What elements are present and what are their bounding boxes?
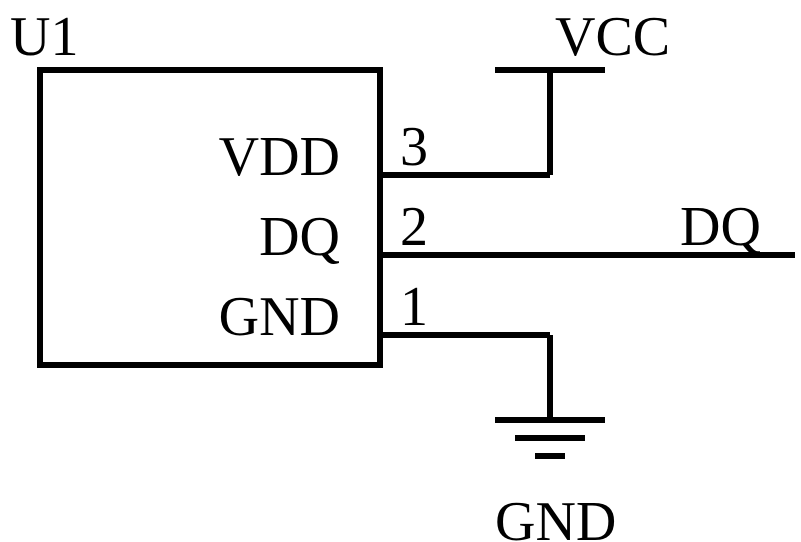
refdes-text: U1 <box>10 6 78 68</box>
schematic-svg: U1 VDD DQ GND 3 2 1 VCC DQ GND <box>0 0 801 542</box>
pin-dq-label: DQ <box>259 206 340 268</box>
vcc-net-label: VCC <box>555 6 670 68</box>
gnd-net-label: GND <box>495 491 616 542</box>
pin-dq-number: 2 <box>400 196 428 258</box>
dq-net-label: DQ <box>680 196 761 258</box>
pin-gnd-number: 1 <box>400 276 428 338</box>
pin-vdd-number: 3 <box>400 116 428 178</box>
ground-icon <box>495 420 605 456</box>
pin-vdd-label: VDD <box>219 126 340 188</box>
pin-gnd-label: GND <box>219 286 340 348</box>
